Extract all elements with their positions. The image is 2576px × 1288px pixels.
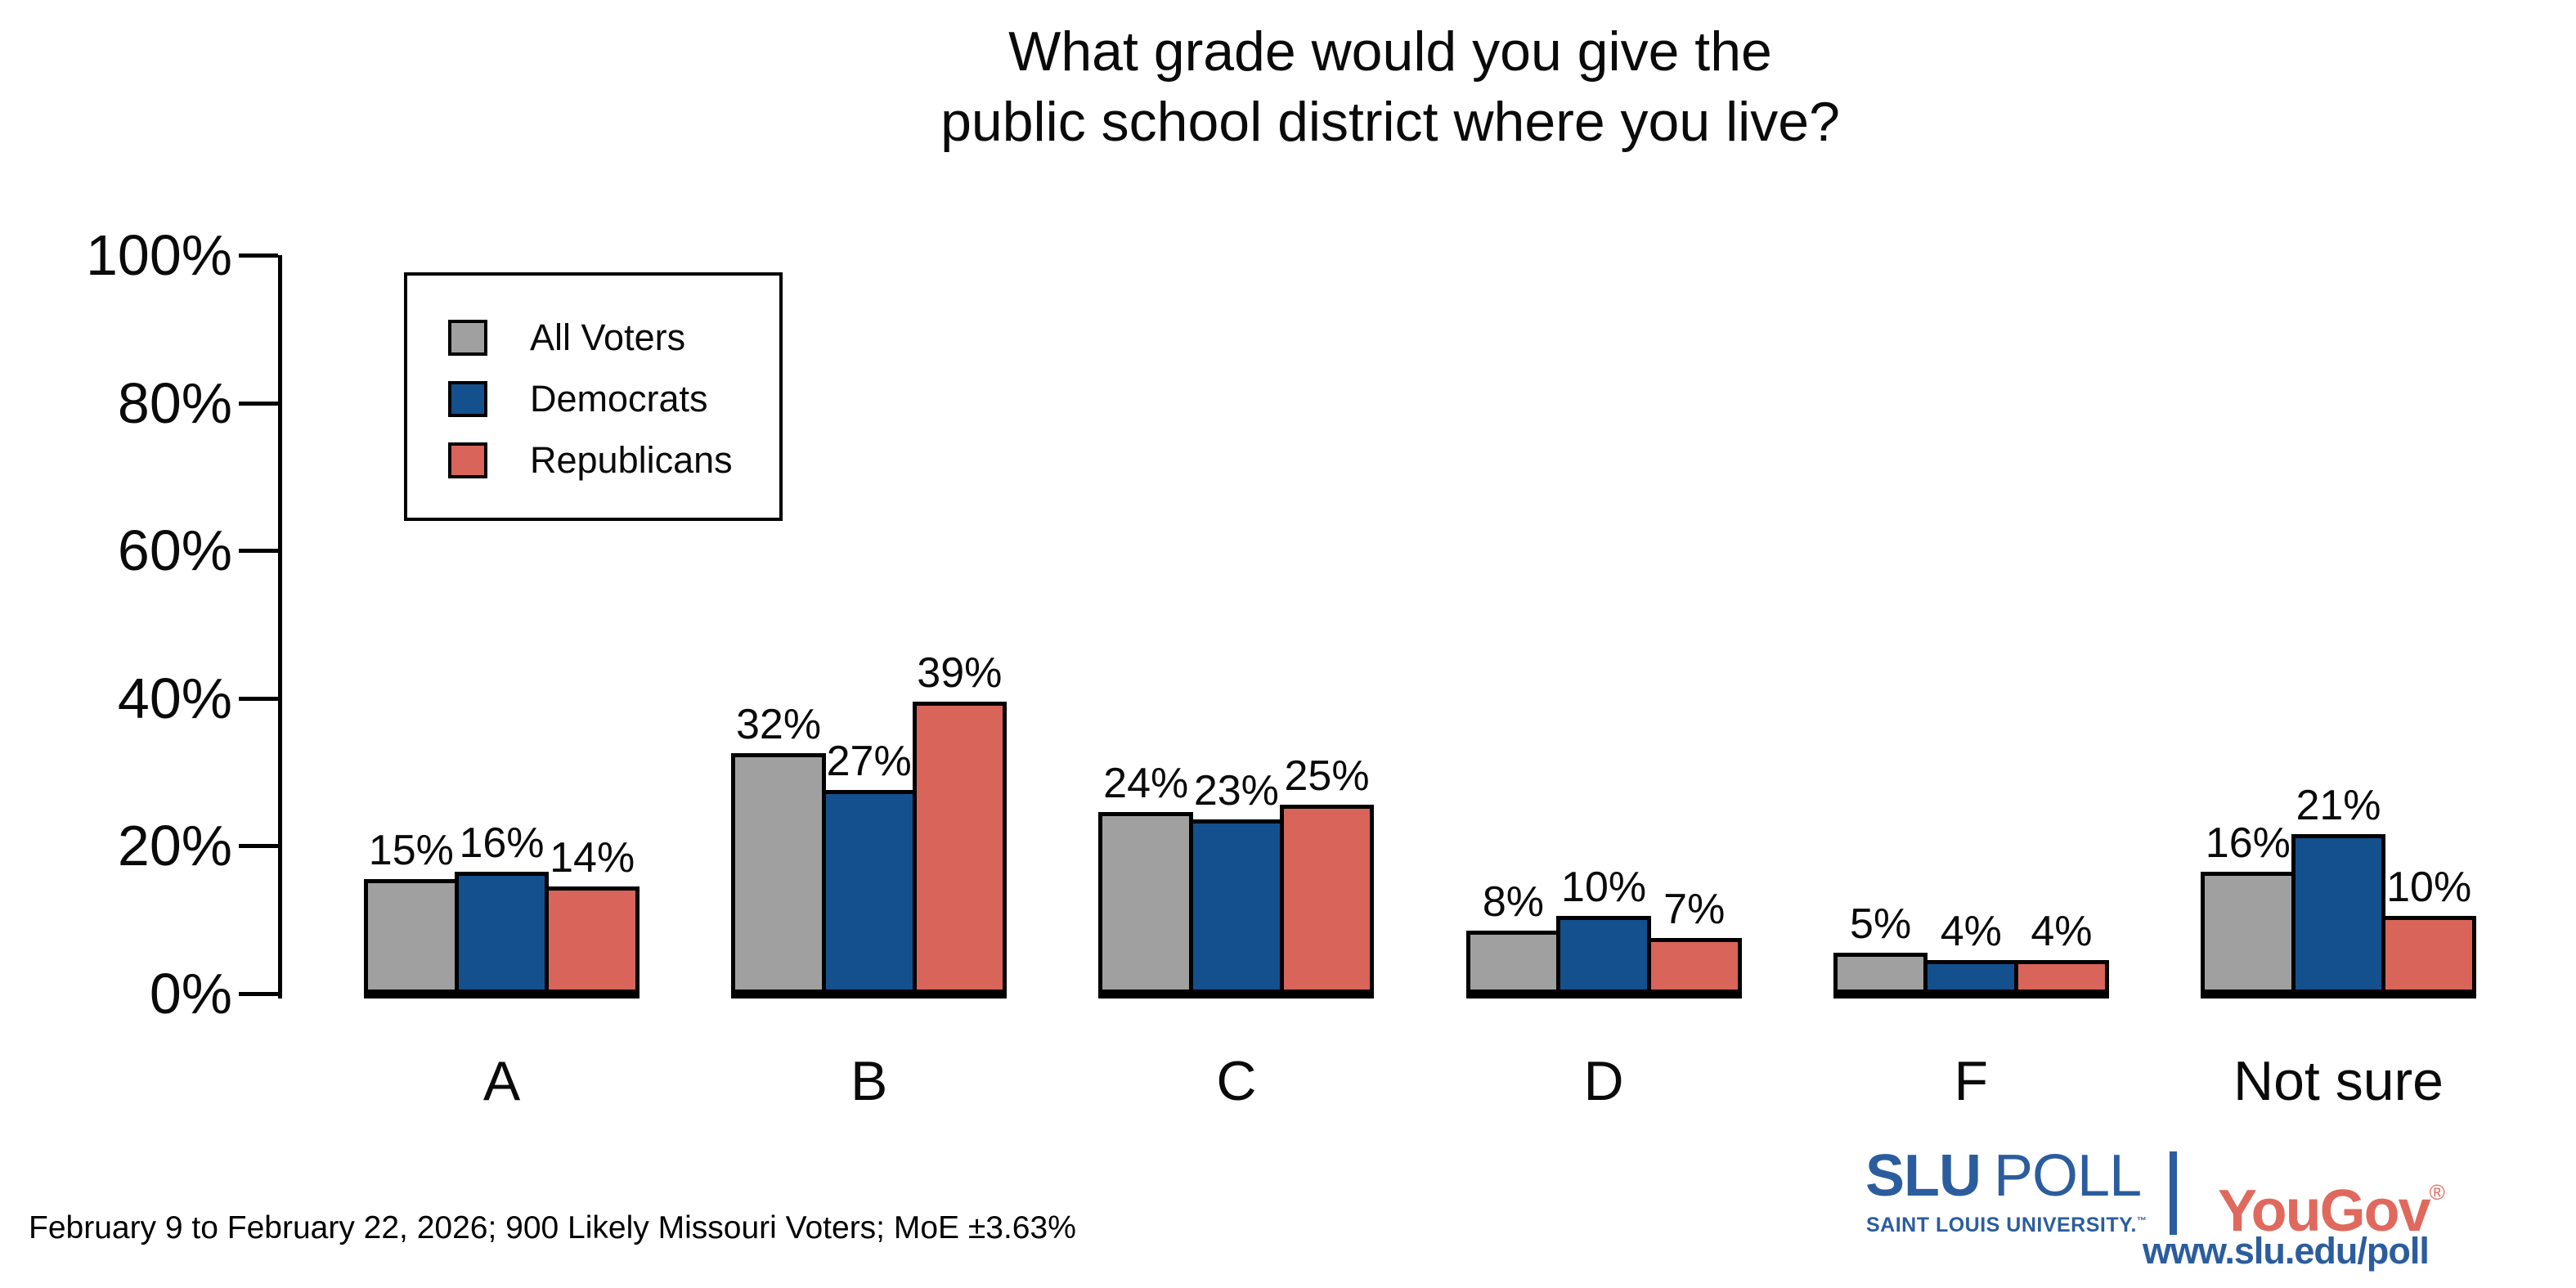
bar-republicans-d: 7% xyxy=(1646,886,1742,994)
bar-republicans-c: 25% xyxy=(1279,752,1375,994)
bar-value-label: 16% xyxy=(459,819,545,867)
bar-democrats-d: 10% xyxy=(1556,864,1651,994)
y-axis-label-100: 100% xyxy=(85,223,232,287)
bar-democrats-not-sure: 21% xyxy=(2291,782,2386,994)
x-axis-baseline xyxy=(1465,994,1742,999)
bar-all-voters-b: 32% xyxy=(731,701,826,994)
legend-swatch-republicans xyxy=(448,442,487,478)
bar-value-label: 16% xyxy=(2205,819,2291,867)
bar-republicans-b: 39% xyxy=(912,649,1008,994)
logo-divider xyxy=(2170,1151,2177,1235)
legend-label-all-voters: All Voters xyxy=(530,316,686,358)
yougov-logo: YouGov® xyxy=(2218,1163,2445,1241)
footer-note: February 9 to February 22, 2026; 900 Lik… xyxy=(29,1210,1076,1245)
chart-title: What grade would you give the public sch… xyxy=(940,16,1840,157)
bar-democrats-f: 4% xyxy=(1923,908,2019,994)
category-label-d: D xyxy=(1583,1050,1624,1112)
y-axis-tick-60 xyxy=(239,549,278,554)
bar-all-voters-d: 8% xyxy=(1465,878,1561,994)
chart-title-line2: public school district where you live? xyxy=(940,91,1840,153)
bar-democrats-a: 16% xyxy=(454,819,550,994)
y-axis-label-0: 0% xyxy=(149,962,232,1025)
bar-republicans-a: 14% xyxy=(545,834,640,994)
bar-value-label: 27% xyxy=(826,738,912,786)
y-axis-tick-40 xyxy=(239,696,278,701)
y-axis-label-80: 80% xyxy=(117,370,232,435)
bar-value-label: 14% xyxy=(550,833,635,882)
bar-all-voters-c: 24% xyxy=(1098,760,1194,994)
legend: All Voters Democrats Republicans xyxy=(404,272,783,521)
bar-group-c: 24% 23% 25% C xyxy=(1098,752,1375,1112)
legend-label-democrats: Democrats xyxy=(530,377,708,420)
x-axis-baseline xyxy=(364,994,640,999)
legend-swatch-all-voters xyxy=(448,319,487,356)
y-axis-label-20: 20% xyxy=(117,814,232,878)
bar-republicans-f: 4% xyxy=(2014,908,2109,994)
bar-group-f: 5% 4% 4% F xyxy=(1833,900,2109,1112)
bar-all-voters-a: 15% xyxy=(364,827,459,994)
chart-title-line1: What grade would you give the xyxy=(1008,20,1772,83)
category-label-f: F xyxy=(1954,1050,1989,1112)
slu-poll-url: www.slu.edu/poll xyxy=(2143,1230,2430,1272)
x-axis-baseline xyxy=(1833,994,2109,999)
legend-item-democrats: Democrats xyxy=(448,368,779,429)
bar-group-a: 15% 16% 14% A xyxy=(364,819,640,1112)
y-axis-label-60: 60% xyxy=(117,518,232,583)
category-label-b: B xyxy=(850,1050,888,1112)
legend-swatch-democrats xyxy=(448,380,487,417)
slu-poll-logo: SLU POLL xyxy=(1865,1147,2142,1205)
bar-group-b: 32% 27% 39% B xyxy=(731,649,1008,1112)
bar-all-voters-not-sure: 16% xyxy=(2201,819,2296,994)
category-label-a: A xyxy=(482,1050,521,1112)
legend-item-all-voters: All Voters xyxy=(448,307,779,368)
legend-item-republicans: Republicans xyxy=(448,429,779,491)
bar-democrats-c: 23% xyxy=(1189,767,1284,994)
registered-symbol: ® xyxy=(2429,1180,2445,1205)
bar-value-label: 8% xyxy=(1482,877,1544,926)
bar-value-label: 7% xyxy=(1663,885,1726,933)
trademark-symbol: ™ xyxy=(2136,1214,2147,1227)
bar-value-label: 5% xyxy=(1850,900,1912,948)
x-axis-baseline xyxy=(1098,994,1375,999)
x-axis-baseline xyxy=(731,994,1008,999)
bar-value-label: 32% xyxy=(735,701,822,749)
bar-value-label: 21% xyxy=(2296,782,2381,830)
y-axis-line xyxy=(278,255,282,999)
x-axis-baseline xyxy=(2201,994,2476,999)
y-axis-tick-100 xyxy=(239,254,278,258)
bar-value-label: 24% xyxy=(1103,760,1189,808)
bar-republicans-not-sure: 10% xyxy=(2381,864,2476,994)
category-label-not-sure: Not sure xyxy=(2233,1050,2444,1112)
slu-university-subtitle: SAINT LOUIS UNIVERSITY.™ xyxy=(1866,1214,2147,1237)
bar-value-label: 10% xyxy=(1561,863,1647,911)
bar-group-d: 8% 10% 7% D xyxy=(1465,864,1742,1112)
bar-value-label: 23% xyxy=(1193,767,1279,815)
slu-poll-logo-slu: SLU xyxy=(1865,1143,1981,1209)
legend-label-republicans: Republicans xyxy=(530,438,733,481)
bar-group-not-sure: 16% 21% 10% Not sure xyxy=(2201,782,2476,1112)
bar-value-label: 15% xyxy=(368,826,454,874)
y-axis-tick-0 xyxy=(239,992,278,996)
bar-value-label: 25% xyxy=(1284,752,1370,801)
bar-value-label: 4% xyxy=(1940,907,2002,955)
bar-democrats-b: 27% xyxy=(821,738,917,994)
bar-value-label: 4% xyxy=(2031,907,2093,955)
y-axis-tick-20 xyxy=(239,844,278,849)
slu-poll-logo-poll: POLL xyxy=(1994,1143,2142,1209)
y-axis-tick-80 xyxy=(239,401,278,406)
yougov-text: YouGov xyxy=(2218,1178,2431,1244)
bar-value-label: 39% xyxy=(917,648,1003,697)
bar-all-voters-f: 5% xyxy=(1833,900,1928,994)
bar-value-label: 10% xyxy=(2386,863,2472,911)
y-axis-label-40: 40% xyxy=(117,666,232,730)
category-label-c: C xyxy=(1216,1050,1257,1112)
slu-university-text: SAINT LOUIS UNIVERSITY. xyxy=(1866,1214,2137,1236)
